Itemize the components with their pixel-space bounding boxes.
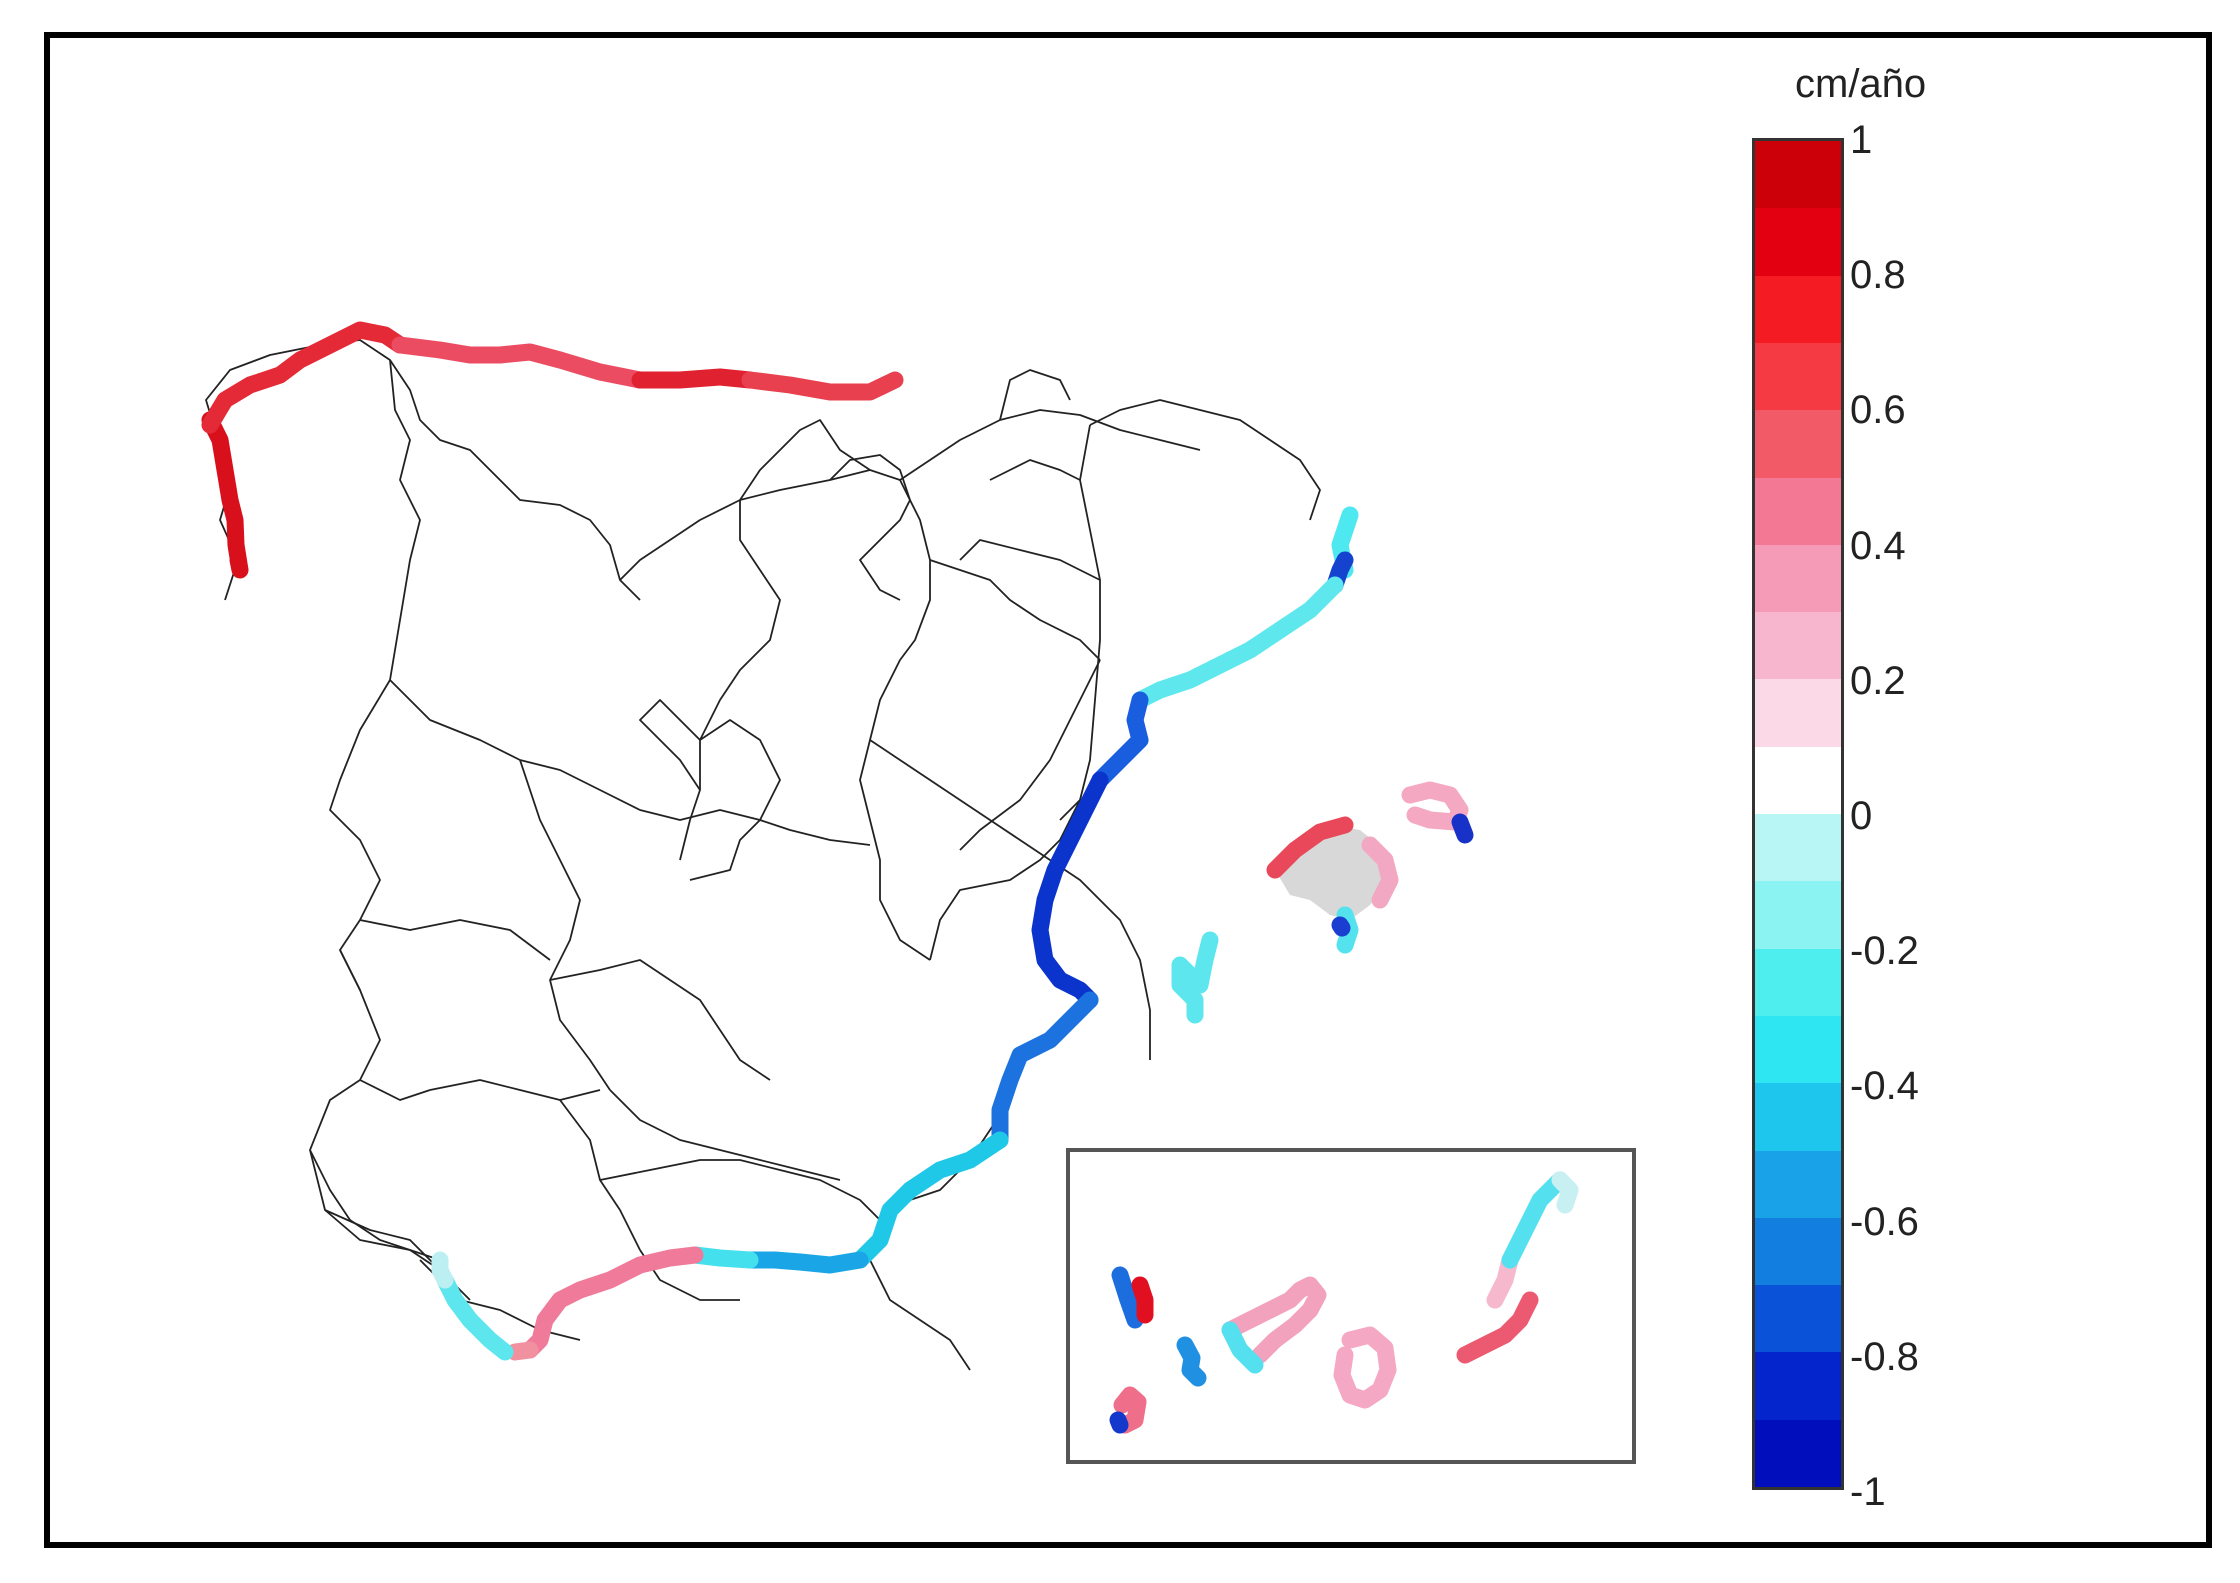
colorbar-tick-label: -0.2: [1850, 929, 1919, 974]
basque-coast: [741, 371, 904, 401]
colorbar-segment: [1755, 814, 1841, 882]
lanzarote-coast-cyan: [1501, 1171, 1569, 1269]
el-hierro-coast: [1113, 1386, 1147, 1434]
tarragona-coast: [1091, 691, 1149, 789]
colorbar-tick-label: -0.4: [1850, 1064, 1919, 1109]
colorbar-segment: [1755, 1150, 1841, 1219]
valencia-coast: [1031, 771, 1109, 1009]
colorbar-segment: [1755, 1352, 1841, 1421]
colorbar-segment: [1755, 746, 1841, 815]
la-palma-coast-blue: [1111, 1266, 1144, 1329]
colorbar-tick-label: 0.6: [1850, 388, 1906, 433]
tenerife-cyan: [1221, 1321, 1264, 1374]
almeria-coast: [741, 1251, 869, 1274]
province-boundaries: [205, 339, 1321, 1371]
colorbar-segment: [1755, 1419, 1841, 1488]
colorbar-title: cm/año: [1795, 62, 1927, 106]
colorbar-segment: [1755, 342, 1841, 411]
colorbar-segment: [1755, 410, 1841, 478]
colorbar-segment: [1755, 881, 1841, 950]
mallorca-south-blue: [1331, 916, 1351, 937]
el-hierro-blue: [1109, 1411, 1129, 1434]
alicante-coast: [991, 991, 1099, 1149]
colorbar-tick-label: 0.2: [1850, 658, 1906, 703]
tenerife-coast: [1221, 1276, 1327, 1364]
fuerteventura-coast-pink: [1456, 1291, 1539, 1364]
colorbar-tick-label: 0: [1850, 794, 1873, 838]
granada-malaga-coast: [521, 1246, 704, 1359]
colorbar-segment: [1755, 1285, 1841, 1353]
colorbar-tick-label: -0.8: [1850, 1334, 1919, 1379]
colorbar-segment: [1755, 544, 1841, 613]
colorbar-tick-label: 0.4: [1850, 523, 1906, 568]
colorbar-tick-label: 0.8: [1850, 253, 1906, 298]
murcia-coast: [851, 1131, 1009, 1269]
ibiza-coast: [1171, 931, 1219, 1024]
colorbar-segment: [1755, 208, 1841, 277]
lanzarote-coast-light: [1551, 1171, 1579, 1214]
colorbar-segment: [1755, 1217, 1841, 1286]
colorbar-segment: [1755, 141, 1841, 209]
gran-canaria-coast: [1333, 1326, 1397, 1409]
menorca-coast: [1401, 781, 1469, 831]
colorbar-segment: [1755, 1015, 1841, 1084]
colorbar-segment: [1755, 948, 1841, 1017]
colorbar-tick-label: 1: [1850, 118, 1873, 162]
cantabrian-coast-mid: [391, 336, 649, 389]
la-palma-coast-red: [1131, 1276, 1154, 1324]
cadiz-coast: [436, 1271, 514, 1361]
canary-islands-inset: [1066, 1148, 1636, 1464]
menorca-east-blue: [1451, 813, 1474, 844]
north-coast-band: [201, 321, 904, 579]
east-coast-band: [686, 506, 1359, 1274]
colorbar-segment: [1755, 1083, 1841, 1151]
canary-islands: [1109, 1171, 1579, 1434]
la-gomera-coast: [1176, 1336, 1207, 1387]
mallorca-east-coast: [1361, 836, 1399, 909]
colorbar-segment: [1755, 612, 1841, 680]
balearic-islands: [1171, 781, 1474, 1024]
south-coast-band: [431, 1246, 704, 1361]
cantabrian-coast-west: [201, 321, 409, 434]
colorbar: [1752, 138, 1844, 1490]
cantabrian-coast-east: [631, 368, 759, 389]
colorbar-tick-label: -1: [1850, 1470, 1886, 1514]
colorbar-segment: [1755, 275, 1841, 344]
colorbar-segment: [1755, 477, 1841, 546]
mallorca-north-coast: [1266, 816, 1354, 879]
huelva-coast: [431, 1251, 454, 1289]
galicia-coast: [201, 411, 249, 579]
catalonia-coast: [1131, 576, 1344, 709]
colorbar-tick-label: -0.6: [1850, 1199, 1919, 1244]
malaga-pink: [506, 1341, 539, 1361]
colorbar-segment: [1755, 679, 1841, 748]
